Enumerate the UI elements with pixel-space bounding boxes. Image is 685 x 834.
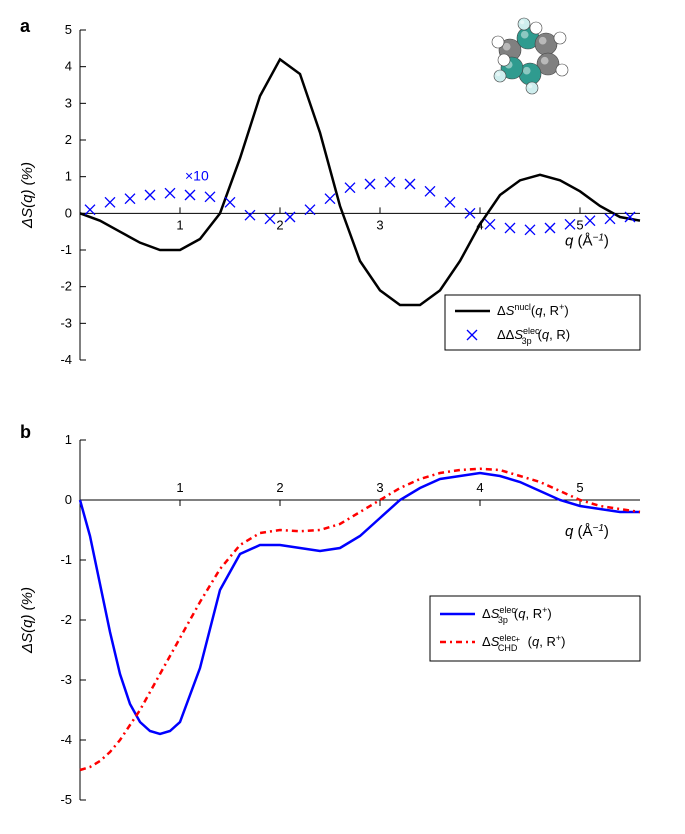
panel-a-series-scatter: [85, 177, 635, 235]
figure-container: a12345q (Å−1)-4-3-2-1012345ΔS(q) (%)×10Δ…: [10, 10, 675, 824]
panel-a-ytick: 4: [65, 59, 72, 74]
panel-a-ylabel: ΔS(q) (%): [19, 162, 36, 229]
panel-a-ytick: 3: [65, 95, 72, 110]
panel-b-ytick: -3: [60, 672, 72, 687]
panel-a-ytick: -2: [60, 279, 72, 294]
panel-b-ylabel: ΔS(q) (%): [19, 587, 36, 654]
panel-b-xtick: 1: [176, 480, 183, 495]
panel-a-annotation: ×10: [185, 167, 209, 183]
panel-a-series-line: [80, 59, 640, 305]
panel-a-xlabel: q (Å−1): [565, 232, 609, 250]
panel-a-xtick: 1: [176, 217, 183, 232]
molecule-inset: [492, 18, 568, 94]
panel-b-xtick: 2: [276, 480, 283, 495]
panel-b-ytick: -5: [60, 792, 72, 807]
panel-b-xtick: 4: [476, 480, 483, 495]
panel-a-ytick: -4: [60, 352, 72, 367]
panel-b-ytick: -4: [60, 732, 72, 747]
panel-a-label: a: [20, 16, 31, 36]
panel-a-ytick: 0: [65, 205, 72, 220]
panel-b-xtick: 5: [576, 480, 583, 495]
panel-a-ytick: 2: [65, 132, 72, 147]
panel-b-ytick: -2: [60, 612, 72, 627]
panel-b-label: b: [20, 422, 31, 442]
panel-a-xtick: 5: [576, 217, 583, 232]
panel-a-legend-item-1: ΔSnucl(q, R+): [497, 302, 569, 318]
panel-b-ytick: 0: [65, 492, 72, 507]
panel-b-ytick: 1: [65, 432, 72, 447]
panel-a-xtick: 3: [376, 217, 383, 232]
panel-a-ytick: -3: [60, 315, 72, 330]
panel-a-ytick: -1: [60, 242, 72, 257]
panel-a-ytick: 5: [65, 22, 72, 37]
panel-b-xtick: 3: [376, 480, 383, 495]
panel-a-xtick: 2: [276, 217, 283, 232]
panel-b-ytick: -1: [60, 552, 72, 567]
panel-b-xlabel: q (Å−1): [565, 523, 609, 541]
figure-svg: a12345q (Å−1)-4-3-2-1012345ΔS(q) (%)×10Δ…: [10, 10, 675, 824]
panel-a-ytick: 1: [65, 169, 72, 184]
